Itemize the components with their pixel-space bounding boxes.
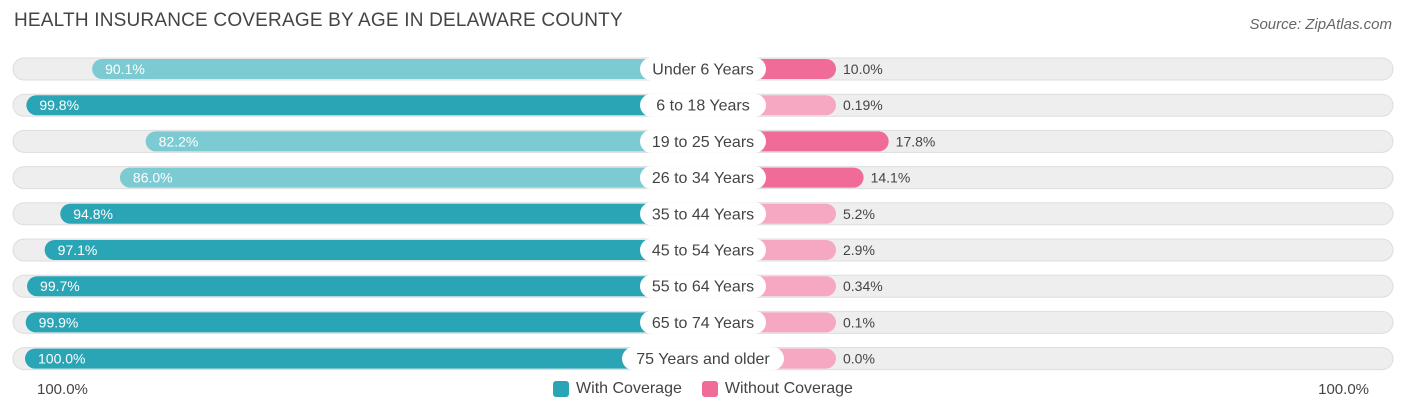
legend: With Coverage Without Coverage (0, 380, 1406, 398)
without-coverage-swatch (701, 381, 718, 397)
category-label: Under 6 Years (652, 62, 753, 79)
without-coverage-value: 14.1% (871, 170, 911, 186)
with-coverage-value: 97.1% (58, 242, 98, 258)
with-coverage-bar (25, 348, 723, 369)
without-coverage-value: 0.19% (843, 97, 883, 113)
with-coverage-bar (60, 203, 724, 224)
source-credit: Source: ZipAtlas.com (1249, 16, 1392, 33)
with-coverage-value: 90.1% (105, 61, 145, 77)
category-label: 45 to 54 Years (652, 243, 754, 260)
category-pill (640, 238, 766, 262)
with-coverage-value: 94.8% (73, 206, 113, 222)
without-coverage-value: 0.34% (843, 278, 883, 294)
category-label: 6 to 18 Years (656, 98, 749, 115)
with-coverage-bar (119, 167, 724, 188)
with-coverage-swatch (553, 381, 570, 397)
category-pill (640, 57, 766, 81)
category-pill (640, 93, 766, 117)
category-label: 19 to 25 Years (652, 134, 754, 151)
with-coverage-bar (44, 240, 724, 260)
without-coverage-value: 2.9% (843, 242, 875, 258)
legend-label-with: With Coverage (576, 380, 682, 397)
with-coverage-bar (27, 276, 724, 297)
category-pill (640, 129, 766, 153)
without-coverage-value: 5.2% (843, 206, 875, 222)
axis-right-label: 100.0% (1318, 381, 1369, 398)
axis-left-label: 100.0% (37, 381, 88, 398)
with-coverage-bar (25, 312, 724, 333)
category-label: 26 to 34 Years (652, 170, 754, 187)
chart-title: HEALTH INSURANCE COVERAGE BY AGE IN DELA… (14, 10, 623, 31)
legend-label-without: Without Coverage (724, 380, 853, 397)
without-coverage-value: 10.0% (843, 61, 883, 77)
without-coverage-value: 17.8% (896, 133, 936, 149)
category-pill (640, 202, 766, 226)
category-label: 75 Years and older (636, 351, 770, 368)
with-coverage-value: 99.8% (39, 97, 79, 113)
without-coverage-value: 0.1% (843, 314, 875, 330)
with-coverage-bar (26, 95, 723, 116)
category-pill (640, 310, 766, 334)
category-pill (622, 347, 784, 371)
with-coverage-value: 100.0% (38, 351, 85, 367)
legend-item-with-coverage: With Coverage (553, 380, 682, 398)
with-coverage-bar (92, 59, 723, 79)
with-coverage-bar (145, 131, 723, 152)
with-coverage-value: 99.9% (39, 314, 79, 330)
category-label: 55 to 64 Years (652, 279, 754, 296)
with-coverage-value: 82.2% (159, 133, 199, 149)
with-coverage-value: 86.0% (133, 170, 173, 186)
category-pill (640, 274, 766, 298)
category-pill (640, 166, 766, 190)
legend-item-without-coverage: Without Coverage (701, 380, 853, 398)
with-coverage-value: 99.7% (40, 278, 80, 294)
category-label: 35 to 44 Years (652, 206, 754, 223)
category-label: 65 to 74 Years (652, 315, 754, 332)
without-coverage-value: 0.0% (843, 351, 875, 367)
chart-area: 90.1% 10.0% Under 6 Years 99.8% 0.19% 6 to 18… (12, 57, 1394, 371)
